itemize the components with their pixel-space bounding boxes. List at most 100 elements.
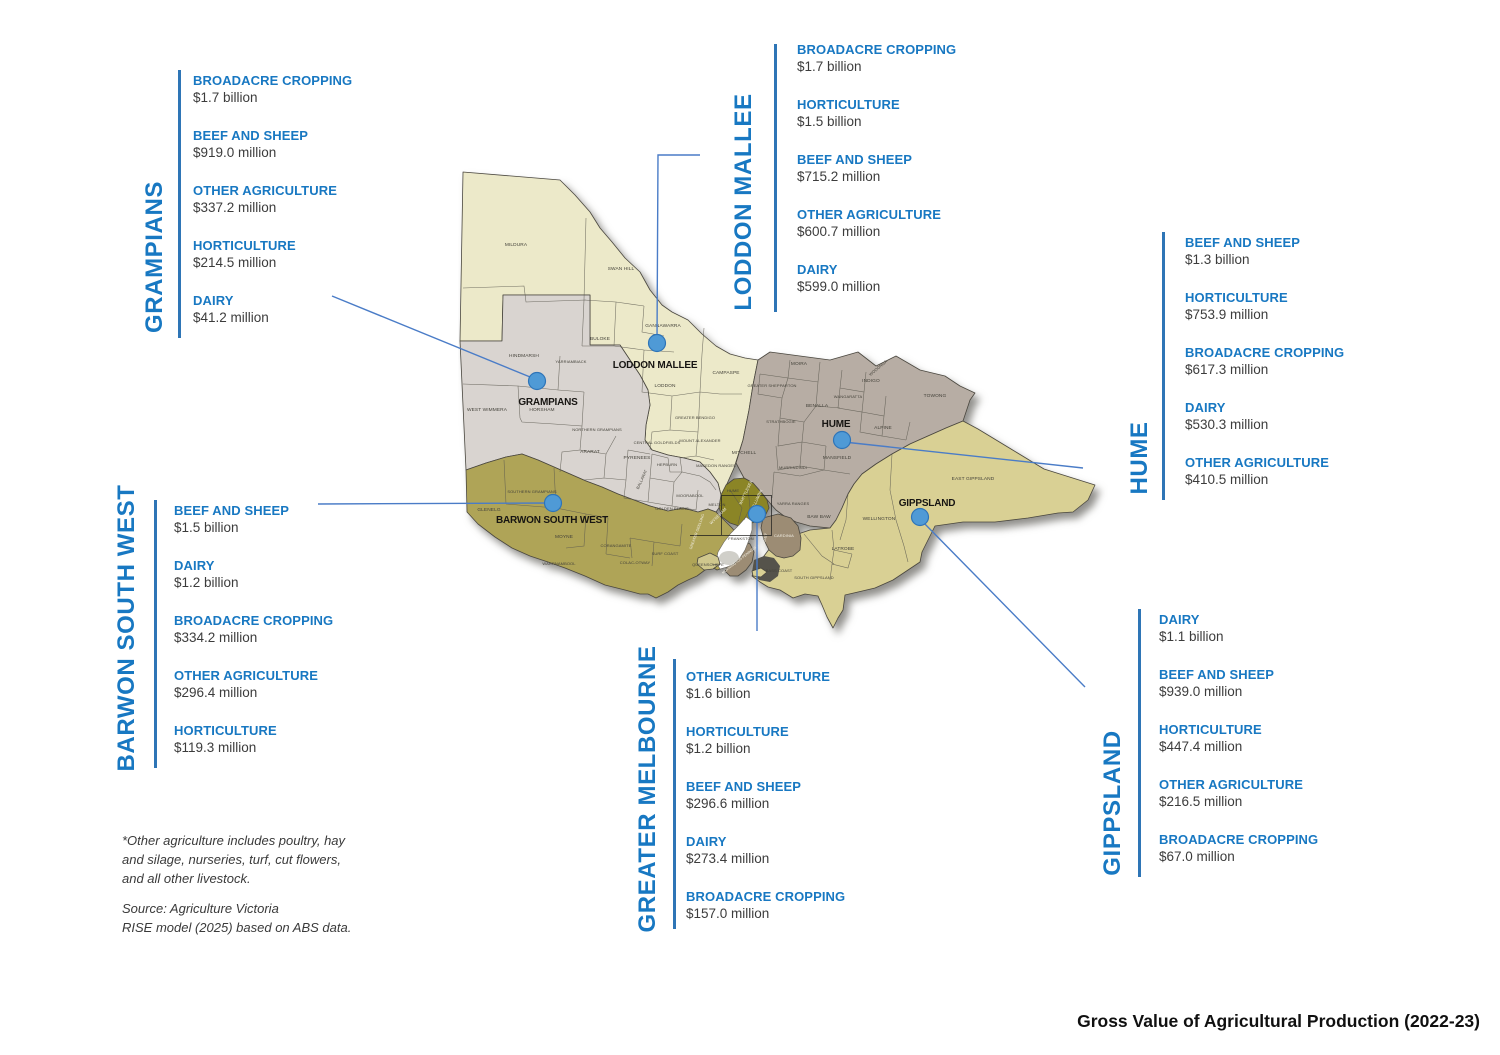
map-label-greater-shepparton: GREATER SHEPPARTON (747, 383, 796, 388)
source-line: Source: Agriculture Victoria (122, 901, 279, 916)
stat-value: $753.9 million (1185, 307, 1269, 322)
map-label-glenelg: GLENELG (477, 507, 501, 513)
region-stats-gippsland: DAIRY $1.1 billion BEEF AND SHEEP $939.0… (1159, 611, 1318, 886)
stat-item: HORTICULTURE $1.5 billion (797, 96, 956, 131)
bellarine-peninsula (696, 552, 721, 571)
map-label-gannawarra: GANNAWARRA (645, 323, 681, 329)
map-label-indigo: INDIGO (862, 378, 880, 384)
stat-item: DAIRY $1.2 billion (174, 557, 333, 592)
stat-value: $337.2 million (193, 200, 277, 215)
stat-label: DAIRY (1159, 612, 1200, 627)
map-label-corangamite: CORANGAMITE (601, 543, 632, 548)
map-label-mitchell: MITCHELL (732, 450, 757, 456)
stat-value: $296.6 million (686, 796, 770, 811)
stat-value: $410.5 million (1185, 472, 1269, 487)
stat-value: $939.0 million (1159, 684, 1243, 699)
map-label-baw-baw: BAW BAW (807, 514, 831, 520)
page-title: Gross Value of Agricultural Production (… (1077, 1011, 1480, 1031)
stat-value: $1.7 billion (193, 90, 258, 105)
stat-item: OTHER AGRICULTURE $216.5 million (1159, 776, 1318, 811)
stat-value: $1.1 billion (1159, 629, 1224, 644)
bay-shadow (719, 551, 739, 565)
region-title-greater-melbourne: GREATER MELBOURNE (634, 645, 661, 933)
stat-item: OTHER AGRICULTURE $296.4 million (174, 667, 333, 702)
stat-label: HORTICULTURE (686, 724, 789, 739)
stat-value: $715.2 million (797, 169, 881, 184)
stat-label: HORTICULTURE (174, 723, 277, 738)
stat-value: $67.0 million (1159, 849, 1235, 864)
stat-item: HORTICULTURE $214.5 million (193, 237, 352, 272)
port-phillip-bay (715, 516, 753, 570)
map-label-strathbogie: STRATHBOGIE (766, 419, 796, 424)
region-stats-hume: BEEF AND SHEEP $1.3 billion HORTICULTURE… (1185, 234, 1344, 509)
stat-item: BEEF AND SHEEP $1.5 billion (174, 502, 333, 537)
separator-loddon-mallee (774, 44, 777, 312)
map-label-macedon-ranges: MACEDON RANGES (696, 463, 736, 468)
map-label-melton: MELTON (709, 502, 726, 507)
region-title-barwon-south-west: BARWON SOUTH WEST (113, 484, 140, 772)
region-title-gippsland: GIPPSLAND (1099, 730, 1126, 876)
stat-item: OTHER AGRICULTURE $600.7 million (797, 206, 956, 241)
map-label-frankston: FRANKSTON (728, 536, 754, 541)
stat-label: HORTICULTURE (1159, 722, 1262, 737)
stat-label: DAIRY (193, 293, 234, 308)
map-label-buloke: BULOKE (590, 336, 610, 342)
stat-item: HORTICULTURE $1.2 billion (686, 723, 845, 758)
map-region-label-hume: HUME (822, 419, 851, 430)
stat-item: BEEF AND SHEEP $296.6 million (686, 778, 845, 813)
region-title-grampians: GRAMPIANS (141, 180, 168, 334)
stat-item: DAIRY $599.0 million (797, 261, 956, 296)
stat-label: OTHER AGRICULTURE (174, 668, 318, 683)
stat-label: BEEF AND SHEEP (797, 152, 913, 167)
map-label-bass-coast: BASS COAST (766, 568, 793, 573)
stat-item: BROADACRE CROPPING $1.7 billion (797, 41, 956, 76)
map-label-hume-city: HUME (727, 488, 739, 493)
map-label-south-gippsland: SOUTH GIPPSLAND (794, 575, 834, 580)
region-title-hume: HUME (1126, 421, 1153, 495)
map-label-pyrenees: PYRENEES (624, 455, 651, 461)
map-label-hindmarsh: HINDMARSH (509, 353, 539, 359)
stat-item: BEEF AND SHEEP $1.3 billion (1185, 234, 1344, 269)
stat-value: $530.3 million (1185, 417, 1269, 432)
queenscliffe-pointer-line (711, 563, 720, 566)
region-stats-barwon-south-west: BEEF AND SHEEP $1.5 billion DAIRY $1.2 b… (174, 502, 333, 777)
map-label-yarra-ranges: YARRA RANGES (777, 501, 810, 506)
stat-value: $1.5 billion (174, 520, 239, 535)
stat-item: DAIRY $1.1 billion (1159, 611, 1318, 646)
stat-label: OTHER AGRICULTURE (1185, 455, 1329, 470)
map-label-golden-plains: GOLDEN PLAINS (655, 506, 689, 511)
stat-item: DAIRY $41.2 million (193, 292, 352, 327)
stat-value: $1.2 billion (686, 741, 751, 756)
stat-item: BROADACRE CROPPING $67.0 million (1159, 831, 1318, 866)
stat-value: $119.3 million (174, 740, 257, 755)
map-label-mildura: MILDURA (505, 242, 528, 248)
map-label-mount-alexander: MOUNT ALEXANDER (679, 438, 720, 443)
map-label-benalla: BENALLA (806, 403, 829, 409)
map-label-mansfield: MANSFIELD (823, 455, 852, 461)
map-region-label-barwon-south-west: BARWON SOUTH WEST (496, 515, 608, 526)
map-label-alpine: ALPINE (874, 425, 892, 431)
stat-label: BROADACRE CROPPING (686, 889, 846, 904)
stat-label: BROADACRE CROPPING (1185, 345, 1345, 360)
map-label-greater-bendigo: GREATER BENDIGO (675, 415, 715, 420)
stat-item: OTHER AGRICULTURE $1.6 billion (686, 668, 845, 703)
stat-label: DAIRY (686, 834, 727, 849)
map-region-label-grampians: GRAMPIANS (518, 397, 578, 408)
map-label-yarriambiack: YARRIAMBIACK (555, 359, 586, 364)
separator-grampians (178, 70, 181, 338)
stat-value: $334.2 million (174, 630, 258, 645)
separator-hume (1162, 232, 1165, 500)
map-label-latrobe: LATROBE (832, 546, 855, 552)
stat-label: DAIRY (174, 558, 215, 573)
stat-label: OTHER AGRICULTURE (686, 669, 830, 684)
stat-label: DAIRY (797, 262, 838, 277)
map-label-campaspe: CAMPASPE (712, 370, 739, 376)
stat-label: BROADACRE CROPPING (797, 42, 957, 57)
stat-item: OTHER AGRICULTURE $410.5 million (1185, 454, 1344, 489)
region-stats-greater-melbourne: OTHER AGRICULTURE $1.6 billion HORTICULT… (686, 668, 845, 943)
map-label-west-wimmera: WEST WIMMERA (467, 407, 508, 413)
stat-label: OTHER AGRICULTURE (797, 207, 941, 222)
region-stats-loddon-mallee: BROADACRE CROPPING $1.7 billion HORTICUL… (797, 41, 956, 316)
map-label-cardinia: CARDINIA (774, 533, 794, 538)
